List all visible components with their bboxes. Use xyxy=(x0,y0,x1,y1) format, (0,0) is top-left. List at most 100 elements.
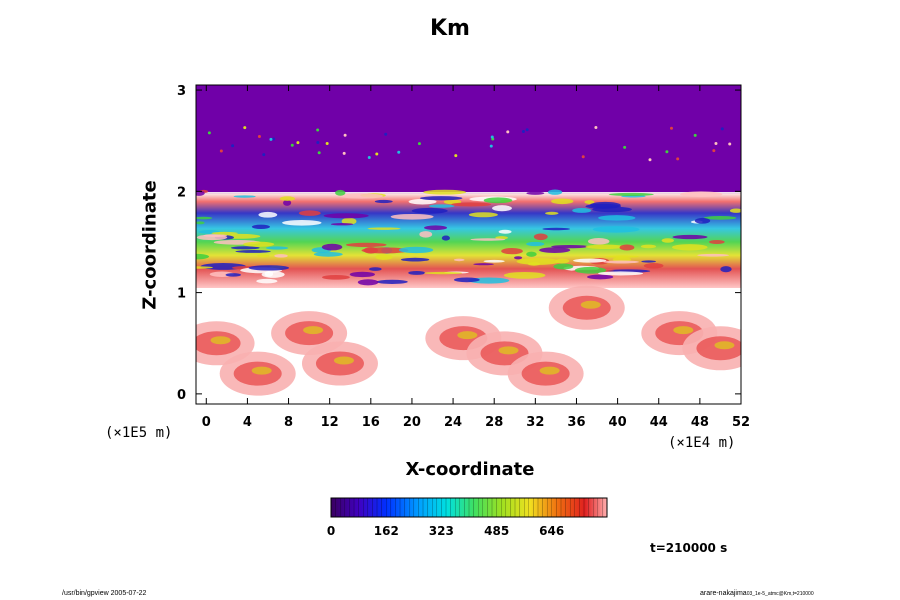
turbulent-streak xyxy=(527,262,541,266)
turbulent-streak xyxy=(619,244,635,251)
colorbar-tick-label: 485 xyxy=(484,524,509,538)
turbulent-streak xyxy=(545,211,559,215)
turbulent-streak xyxy=(603,260,640,264)
eddy-core xyxy=(539,366,560,375)
turbulent-streak xyxy=(369,267,382,271)
speckle xyxy=(489,144,493,148)
speckle xyxy=(490,135,494,139)
x-tick-label: 20 xyxy=(403,415,421,430)
colorbar-tick-label: 162 xyxy=(374,524,399,538)
turbulent-streak xyxy=(390,213,434,220)
turbulent-streak xyxy=(498,229,512,234)
speckle xyxy=(714,142,718,146)
x-tick-label: 48 xyxy=(691,415,709,430)
turbulent-streak xyxy=(574,266,607,274)
turbulent-streak xyxy=(551,198,574,205)
turbulent-streak xyxy=(587,274,614,280)
x-tick-label: 0 xyxy=(202,415,211,430)
speckle xyxy=(269,137,273,141)
turbulent-streak xyxy=(400,257,430,262)
footer-right: arare-nakajima03_1e-5_atmc@Km,t=210000 xyxy=(700,590,814,597)
speckle xyxy=(417,142,421,146)
x-tick-label: 12 xyxy=(321,415,339,430)
turbulent-streak xyxy=(225,273,241,277)
turbulent-streak xyxy=(604,255,639,258)
turbulent-streak xyxy=(468,212,498,218)
turbulent-streak xyxy=(585,244,625,250)
turbulent-streak xyxy=(533,233,548,241)
turbulent-streak xyxy=(321,243,343,251)
turbulent-streak xyxy=(251,224,270,229)
speckle xyxy=(665,150,669,154)
turbulent-streak xyxy=(196,190,205,196)
eddy-core xyxy=(457,331,478,340)
speckle xyxy=(257,134,261,138)
colorbar-tick-label: 323 xyxy=(429,524,454,538)
turbulent-streak xyxy=(703,216,737,220)
turbulent-streak xyxy=(694,217,711,224)
z-tick-label: 0 xyxy=(177,388,186,403)
x-axis-title: X-coordinate xyxy=(405,459,535,480)
turbulent-streak xyxy=(361,247,409,254)
speckle xyxy=(525,128,529,132)
footer-left: /usr/bin/gpview 2005-07-22 xyxy=(62,590,147,597)
speckle xyxy=(272,137,276,141)
turbulent-streak xyxy=(398,246,434,254)
turbulent-streak xyxy=(598,215,636,221)
plot-frame xyxy=(195,84,742,405)
chart-title: Km xyxy=(430,16,470,41)
turbulent-streak xyxy=(257,254,270,258)
turbulent-streak xyxy=(492,205,512,212)
speckle xyxy=(454,154,458,158)
turbulent-streak xyxy=(376,279,408,284)
eddy-core xyxy=(714,341,735,350)
turbulent-streak xyxy=(672,234,708,240)
x-tick-label: 16 xyxy=(362,415,380,430)
speckle xyxy=(397,150,401,154)
speckle xyxy=(720,127,724,131)
turbulent-streak xyxy=(539,247,571,254)
turbulent-streak xyxy=(679,191,723,198)
speckle xyxy=(728,142,732,146)
turbulent-streak xyxy=(451,202,492,207)
upper-layer-region xyxy=(196,85,741,194)
z-tick-label: 3 xyxy=(177,84,186,99)
turbulent-streak xyxy=(349,271,376,278)
speckle xyxy=(316,128,320,132)
time-label: t=210000 s xyxy=(650,541,728,555)
turbulent-streak xyxy=(408,270,426,275)
turbulent-streak xyxy=(423,189,467,195)
turbulent-streak xyxy=(230,246,260,250)
turbulent-streak xyxy=(235,250,271,253)
turbulent-streak xyxy=(411,207,448,214)
eddy-core xyxy=(673,326,694,335)
x-tick-label: 4 xyxy=(243,415,252,430)
speckle xyxy=(296,141,300,145)
turbulent-streak xyxy=(211,231,238,235)
footer-right-sub: 03_1e-5_atmc@Km,t=210000 xyxy=(746,591,814,597)
turbulent-streak xyxy=(408,198,437,205)
speckle xyxy=(316,140,320,144)
turbulent-streak xyxy=(196,216,213,220)
turbulent-streak xyxy=(640,244,657,249)
eddy-core xyxy=(498,346,519,355)
speckle xyxy=(342,151,346,155)
speckle xyxy=(317,151,321,155)
turbulent-streak xyxy=(572,207,592,213)
turbulent-streak xyxy=(375,254,393,260)
speckle xyxy=(343,133,347,137)
turbulent-streak xyxy=(584,200,595,204)
turbulent-streak xyxy=(441,235,450,241)
z-axis-title: Z-coordinate xyxy=(139,180,161,310)
turbulent-streak xyxy=(526,191,545,195)
x-axis-ticks: 0 4 8 12 16 20 24 28 32 36 40 44 48 52 xyxy=(202,85,750,430)
turbulent-streak xyxy=(483,197,513,204)
speckle xyxy=(243,126,247,130)
z-axis-ticks: 0 1 2 3 xyxy=(177,84,741,403)
turbulent-streak xyxy=(473,263,494,266)
turbulent-streak xyxy=(339,193,384,199)
turbulent-streak xyxy=(341,217,357,225)
speckle xyxy=(325,141,329,145)
turbulent-streak xyxy=(641,260,657,263)
speckle xyxy=(384,132,388,136)
